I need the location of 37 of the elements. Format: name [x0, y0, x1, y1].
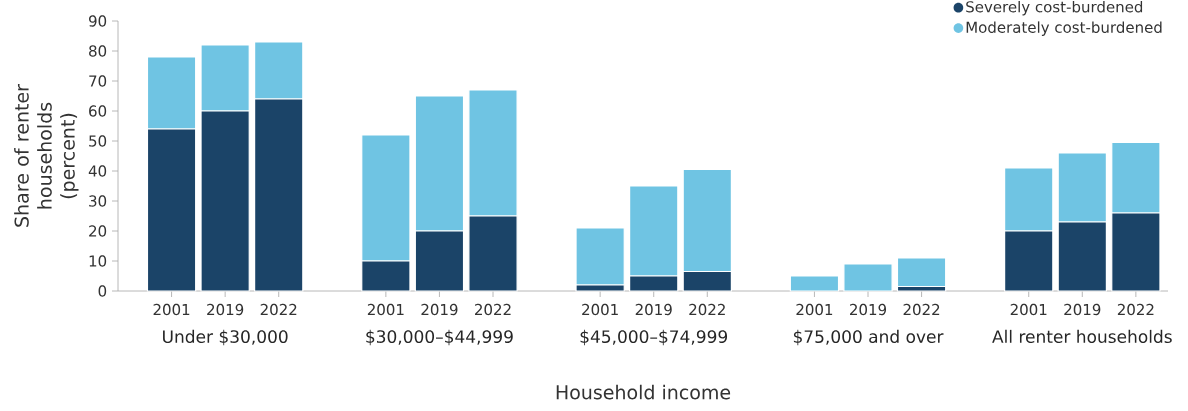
y-axis-title: Share of renter households (percent) [14, 84, 79, 227]
x-tick-label: 2022 [475, 303, 511, 316]
x-tick-label: 2022 [903, 303, 940, 316]
bar [896, 257, 947, 288]
y-tick-label: 30 [89, 195, 107, 207]
y-tick-label: 60 [89, 105, 107, 117]
text: All renter households [992, 329, 1172, 344]
legend-label: Moderately cost-burdened [966, 21, 1162, 36]
x-tick-label: 2019 [635, 303, 672, 316]
x-tick-label: 2022 [260, 303, 297, 316]
y-tick-label: 20 [89, 225, 107, 237]
y-tick-label: 70 [89, 75, 107, 87]
x-tick-label: 2001 [153, 303, 190, 316]
y-tick-label: 50 [89, 135, 107, 147]
x-tick-label: 2001 [1010, 303, 1047, 316]
text: $30,000–$44,999 [366, 329, 513, 346]
y-tick-label: 90 [88, 15, 107, 27]
x-tick-label: 2022 [1117, 303, 1154, 316]
y-tick-label: 0 [98, 285, 107, 297]
y-tick-label: 40 [88, 165, 107, 177]
x-tick-label: 2019 [207, 303, 244, 316]
x-axis-title: Household income [556, 384, 731, 400]
x-tick-label: 2022 [689, 303, 725, 316]
bar [843, 263, 893, 292]
x-tick-label: 2019 [850, 303, 887, 316]
bar [789, 275, 840, 292]
text: $75,000 and over [793, 329, 944, 346]
y-tick-label: 10 [89, 255, 107, 267]
text: $45,000–$74,999 [580, 329, 728, 346]
y-tick-label: 80 [89, 45, 107, 57]
x-tick-label: 2001 [582, 303, 618, 316]
x-tick-label: 2019 [1064, 303, 1101, 316]
x-tick-label: 2001 [796, 303, 833, 316]
x-tick-label: 2019 [421, 303, 458, 316]
legend-label: Severely cost-burdened [966, 0, 1143, 16]
x-tick-label: 2001 [367, 303, 404, 316]
text: Under $30,000 [163, 329, 288, 346]
